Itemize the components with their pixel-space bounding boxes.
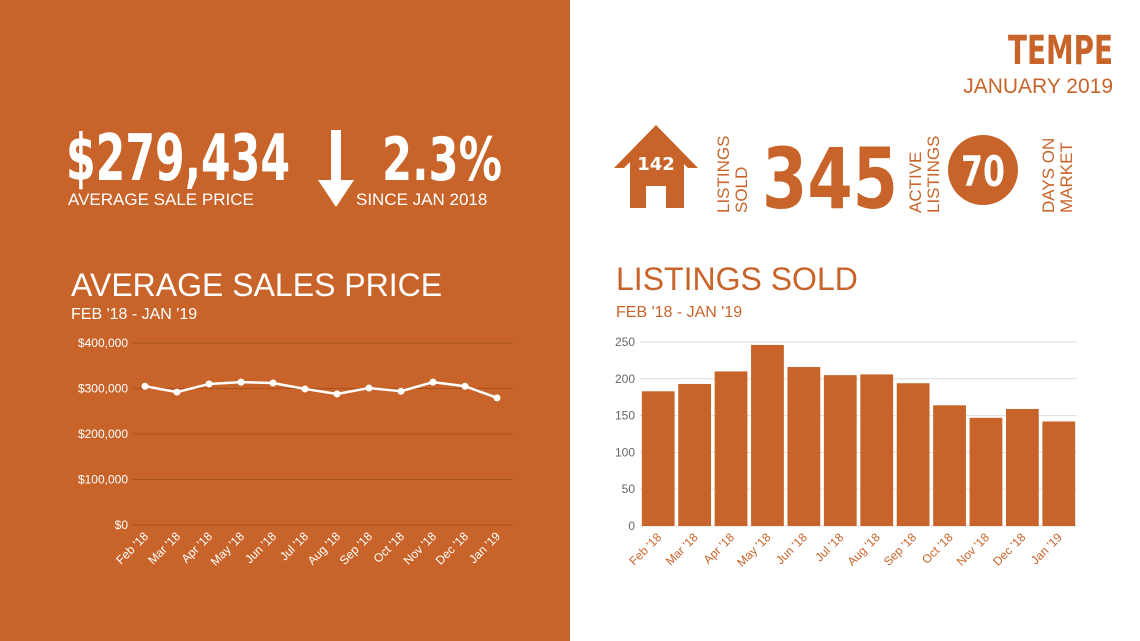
bar [1042, 421, 1076, 526]
chart-subtitle: FEB '18 - JAN '19 [71, 306, 197, 323]
bar [678, 383, 712, 526]
point [237, 378, 245, 386]
active-listings-label: ACTIVE [906, 152, 925, 213]
y-tick-label: 150 [615, 409, 635, 423]
average-price-label: AVERAGE SALE PRICE [68, 190, 254, 209]
bar [714, 371, 748, 526]
active-listings-value: 345 [762, 130, 898, 228]
left-panel [0, 0, 570, 641]
point [205, 380, 213, 388]
bar [969, 417, 1003, 526]
city: TEMPE [1008, 28, 1113, 74]
bar [823, 375, 857, 526]
period: JANUARY 2019 [963, 75, 1113, 98]
y-tick-label: $400,000 [78, 336, 128, 350]
point [269, 379, 277, 387]
point [429, 378, 437, 386]
bar [896, 383, 930, 526]
house-icon [614, 125, 698, 208]
y-tick-label: $100,000 [78, 473, 128, 487]
y-tick-label: $0 [115, 518, 129, 532]
bar [641, 391, 675, 526]
change-label: SINCE JAN 2018 [356, 190, 487, 209]
y-tick-label: $300,000 [78, 382, 128, 396]
listings-sold-value: 142 [637, 154, 675, 175]
right-panel [570, 0, 1140, 641]
point [493, 394, 501, 402]
bar [1005, 408, 1039, 526]
line [144, 380, 498, 400]
point [397, 387, 405, 395]
days-label: MARKET [1057, 142, 1076, 213]
y-tick-label: 200 [615, 372, 635, 386]
point [141, 382, 149, 390]
point [301, 385, 309, 393]
bar [860, 374, 894, 526]
days-label: DAYS ON [1039, 138, 1058, 213]
y-tick-label: 250 [615, 335, 635, 349]
y-tick-label: 0 [628, 519, 635, 533]
bar [751, 344, 784, 526]
y-tick-label: 50 [622, 482, 636, 496]
down-arrow [318, 130, 354, 207]
listings-sold-label: LISTINGS [714, 136, 733, 213]
chart-subtitle: FEB '18 - JAN '19 [616, 304, 742, 321]
point [173, 388, 181, 396]
bar [933, 405, 966, 526]
y-tick-label: $200,000 [78, 427, 128, 441]
bar [787, 367, 821, 526]
active-listings-label: LISTINGS [924, 136, 943, 213]
average-price: $279,434 [66, 122, 290, 196]
days-value: 70 [961, 147, 1005, 196]
chart-title: AVERAGE SALES PRICE [71, 267, 442, 303]
point [333, 390, 341, 398]
days-circle [948, 135, 1018, 205]
y-tick-label: 100 [615, 445, 635, 459]
change: 2.3% [382, 125, 502, 195]
point [365, 384, 373, 392]
listings-sold-label: SOLD [732, 167, 751, 213]
point [461, 382, 469, 390]
chart-title: LISTINGS SOLD [616, 261, 858, 297]
